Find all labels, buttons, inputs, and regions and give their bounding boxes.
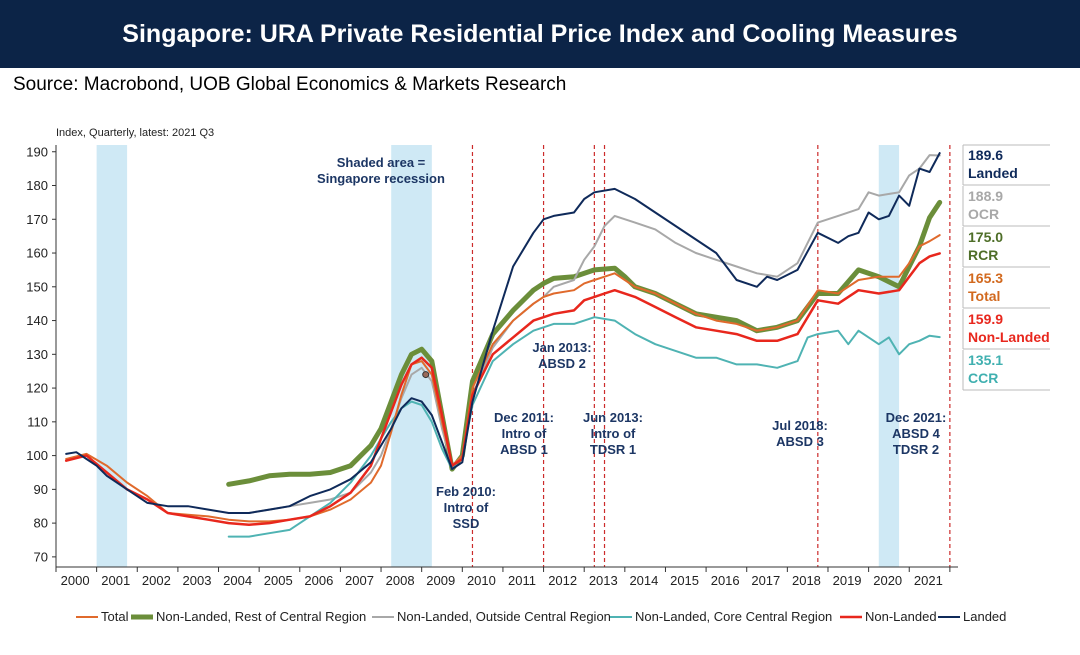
latest-value-non-landed: 159.9	[968, 311, 1003, 327]
y-tick-label: 140	[26, 313, 48, 328]
y-tick-label: 110	[27, 414, 48, 429]
measure-label-1-line-1: Feb 2010:	[436, 484, 496, 499]
legend-label-3: Non-Landed, Outside Central Region	[397, 609, 611, 624]
x-tick-label: 2010	[467, 573, 496, 588]
y-tick-label: 180	[26, 178, 48, 193]
x-tick-label: 2019	[833, 573, 862, 588]
recession-band-1	[96, 145, 128, 567]
series-line-landed	[65, 152, 941, 514]
x-tick-label: 2011	[508, 573, 536, 588]
data-marker	[422, 371, 430, 379]
measure-label-4-line-3: TDSR 1	[590, 442, 636, 457]
measure-label-1-line-2: Intro of	[444, 500, 489, 515]
x-tick-label: 2015	[670, 573, 699, 588]
measure-label-4-line-1: Jun 2013:	[583, 410, 643, 425]
source-note: Source: Macrobond, UOB Global Economics …	[13, 74, 567, 95]
latest-name-ccr: CCR	[968, 370, 998, 386]
series-line-total	[65, 234, 941, 523]
measure-label-5-line-2: ABSD 3	[776, 434, 824, 449]
x-tick-label: 2014	[629, 573, 658, 588]
legend-label-1: Total	[101, 609, 129, 624]
latest-value-ocr: 188.9	[968, 188, 1003, 204]
latest-value-rcr: 175.0	[968, 229, 1003, 245]
latest-name-ocr: OCR	[968, 206, 999, 222]
x-tick-label: 2008	[386, 573, 415, 588]
x-tick-label: 2003	[183, 573, 212, 588]
latest-name-total: Total	[968, 288, 1000, 304]
x-tick-label: 2018	[792, 573, 821, 588]
measure-label-5-line-1: Jul 2018:	[772, 418, 828, 433]
legend-label-5: Non-Landed	[865, 609, 937, 624]
x-tick-label: 2000	[61, 573, 90, 588]
x-tick-label: 2016	[711, 573, 740, 588]
x-tick-label: 2007	[345, 573, 374, 588]
measure-label-6-line-1: Dec 2021:	[886, 410, 947, 425]
chart-title: Singapore: URA Private Residential Price…	[122, 19, 958, 48]
title-banner: Singapore: URA Private Residential Price…	[0, 0, 1080, 68]
y-tick-label: 170	[26, 212, 48, 227]
measure-label-4-line-2: Intro of	[591, 426, 636, 441]
x-tick-label: 2020	[873, 573, 902, 588]
legend-label-6: Landed	[963, 609, 1006, 624]
recession-note-line-2: Singapore recession	[317, 171, 445, 186]
x-tick-label: 2006	[304, 573, 333, 588]
recession-band-3	[878, 145, 900, 567]
y-tick-label: 160	[26, 246, 48, 261]
measure-label-2-line-1: Dec 2011:	[494, 410, 554, 425]
measure-label-3-line-2: ABSD 2	[538, 356, 586, 371]
x-tick-label: 2012	[548, 573, 577, 588]
measure-label-3-line-1: Jan 2013:	[532, 340, 591, 355]
latest-name-landed: Landed	[968, 165, 1018, 181]
x-tick-label: 2002	[142, 573, 171, 588]
measure-label-1-line-3: SSD	[453, 516, 480, 531]
y-tick-label: 120	[26, 381, 48, 396]
x-tick-label: 2017	[751, 573, 780, 588]
measure-label-6-line-3: TDSR 2	[893, 442, 939, 457]
latest-name-rcr: RCR	[968, 247, 998, 263]
series-line-non-landed-rest-of-central-region	[226, 199, 943, 487]
measure-label-2-line-3: ABSD 1	[500, 442, 548, 457]
latest-value-landed: 189.6	[968, 147, 1003, 163]
series-line-non-landed	[64, 252, 941, 527]
y-tick-label: 150	[26, 279, 48, 294]
measure-label-6-line-2: ABSD 4	[892, 426, 940, 441]
x-tick-label: 2013	[589, 573, 618, 588]
x-tick-label: 2005	[264, 573, 293, 588]
legend-label-4: Non-Landed, Core Central Region	[635, 609, 832, 624]
y-tick-label: 90	[34, 482, 48, 497]
latest-value-ccr: 135.1	[968, 352, 1003, 368]
x-tick-label: 2001	[101, 573, 130, 588]
x-tick-label: 2021	[914, 573, 943, 588]
legend-label-2: Non-Landed, Rest of Central Region	[156, 609, 366, 624]
y-tick-label: 100	[26, 448, 48, 463]
measure-label-2-line-2: Intro of	[502, 426, 547, 441]
chart-subtitle: Index, Quarterly, latest: 2021 Q3	[56, 127, 214, 139]
y-tick-label: 130	[26, 347, 48, 362]
y-tick-label: 190	[26, 144, 48, 159]
y-tick-label: 70	[34, 549, 48, 564]
x-tick-label: 2009	[426, 573, 455, 588]
y-tick-label: 80	[34, 516, 48, 531]
series-line-non-landed-outside-central-region	[227, 154, 941, 514]
latest-name-non-landed: Non-Landed	[968, 329, 1050, 345]
x-tick-label: 2004	[223, 573, 252, 588]
recession-note-line-1: Shaded area =	[337, 155, 426, 170]
latest-value-total: 165.3	[968, 270, 1003, 286]
